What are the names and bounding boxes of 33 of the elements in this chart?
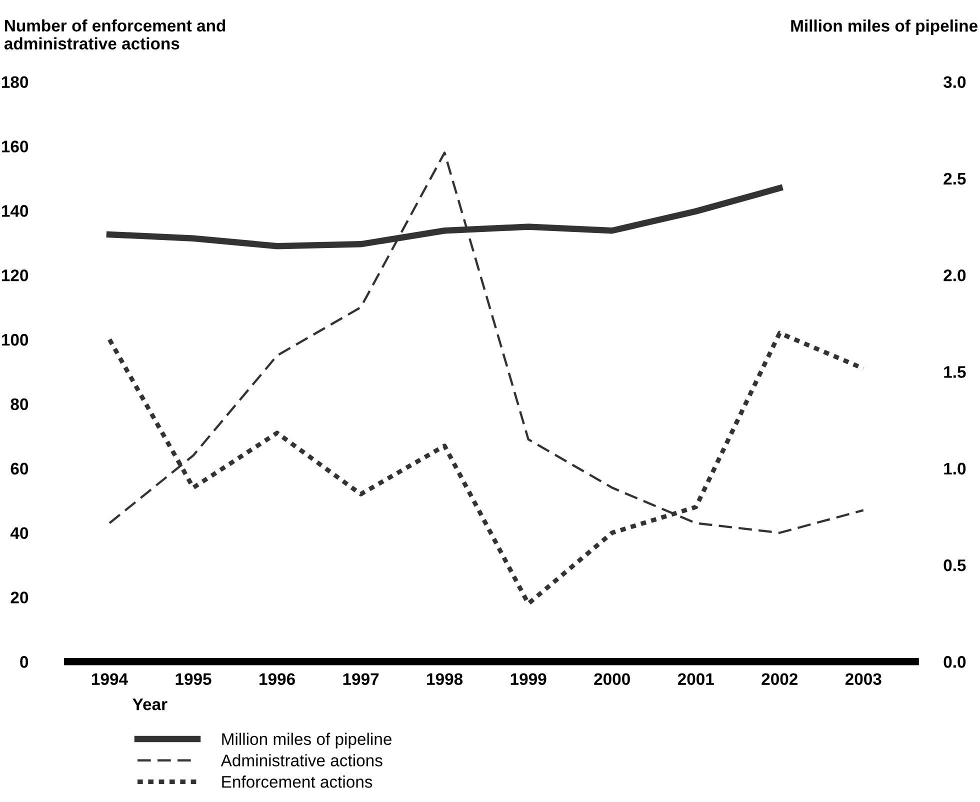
y-tick-label: 40 bbox=[10, 527, 28, 539]
x-tick-label: 1999 bbox=[510, 673, 546, 686]
y-tick-label: 80 bbox=[10, 398, 28, 410]
y2-tick-label: 3.0 bbox=[943, 76, 966, 88]
y-tick-label: 160 bbox=[2, 140, 28, 152]
x-tick-label: 2003 bbox=[845, 673, 882, 686]
y-tick-label: 20 bbox=[10, 592, 28, 604]
legend-label: Million miles of pipeline bbox=[222, 732, 392, 748]
y-tick-label: 180 bbox=[2, 76, 28, 88]
x-tick-label: 2001 bbox=[678, 673, 714, 686]
x-tick-label: 1996 bbox=[260, 673, 295, 686]
x-tick-label: 2000 bbox=[594, 673, 630, 686]
y-axis-title: Number of enforcement and administrative actions bbox=[4, 19, 226, 50]
y2-tick-label: 2.0 bbox=[944, 269, 966, 282]
y-tick-label: 120 bbox=[2, 269, 28, 282]
y2-axis-title: Million miles of pipeline bbox=[791, 20, 978, 36]
x-tick-label: 2002 bbox=[762, 673, 798, 686]
y-tick-label: 100 bbox=[2, 334, 28, 346]
x-tick-label: 1994 bbox=[92, 673, 128, 686]
y2-tick-label: 0.0 bbox=[944, 656, 966, 668]
y2-tick-label: 0.5 bbox=[944, 559, 966, 572]
legend-label: Administrative actions bbox=[220, 754, 382, 766]
x-tick-label: 1997 bbox=[343, 673, 379, 686]
legend-label: Enforcement actions bbox=[222, 776, 372, 788]
x-axis-title: Year bbox=[132, 698, 168, 710]
y-tick-label: 140 bbox=[2, 205, 28, 217]
y2-tick-label: 1.5 bbox=[944, 366, 966, 378]
x-tick-label: 1998 bbox=[427, 673, 463, 686]
y2-tick-label: 2.5 bbox=[944, 172, 966, 185]
y-tick-label: 60 bbox=[10, 462, 28, 475]
x-tick-label: 1995 bbox=[176, 673, 212, 686]
y-tick-label: 0 bbox=[20, 656, 28, 668]
y2-tick-label: 1.0 bbox=[944, 462, 966, 475]
